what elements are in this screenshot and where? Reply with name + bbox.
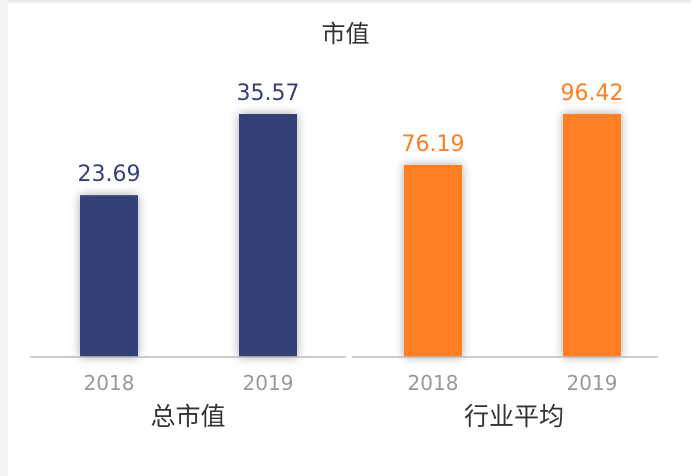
data-label: 23.69 bbox=[78, 162, 141, 187]
bar-1-1 bbox=[80, 195, 138, 357]
x-tick-label: 2019 bbox=[243, 371, 294, 395]
group-label: 总市值 bbox=[150, 402, 225, 431]
top-border bbox=[0, 0, 691, 4]
data-label: 96.42 bbox=[561, 81, 624, 106]
left-border bbox=[0, 0, 8, 476]
chart-title: 市值 bbox=[321, 20, 370, 48]
bar-1-2 bbox=[239, 114, 297, 357]
data-label: 76.19 bbox=[402, 132, 465, 157]
x-tick-label: 2018 bbox=[84, 371, 135, 395]
data-label: 35.57 bbox=[237, 81, 300, 106]
bar-2-2 bbox=[563, 114, 621, 357]
bar-group-1: 23.69 2018 35.57 2019 总市值 bbox=[30, 81, 346, 431]
x-tick-label: 2018 bbox=[408, 371, 459, 395]
group-label: 行业平均 bbox=[464, 402, 564, 431]
bar-2-1 bbox=[404, 165, 462, 357]
x-tick-label: 2019 bbox=[567, 371, 618, 395]
